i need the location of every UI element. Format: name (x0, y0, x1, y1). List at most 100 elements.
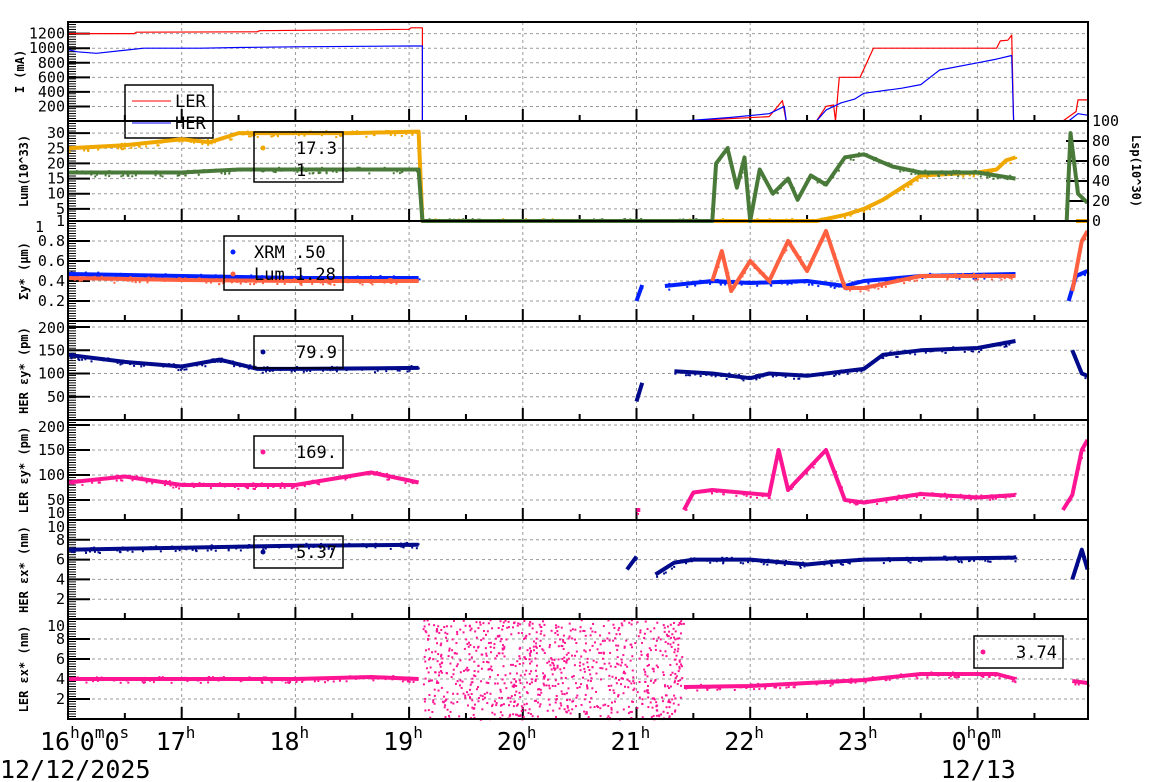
data-point (665, 706, 668, 709)
data-point (133, 273, 136, 276)
x-tick-label: 16h0m0s (40, 723, 129, 756)
data-point (163, 547, 166, 550)
data-point (930, 673, 933, 676)
data-point (848, 562, 851, 565)
data-point (528, 624, 531, 627)
data-point (967, 560, 970, 563)
data-point (590, 697, 593, 700)
data-point (412, 680, 415, 683)
data-point (485, 654, 488, 657)
data-point (254, 544, 257, 547)
data-point (536, 715, 539, 718)
y-tick-label: 50 (47, 388, 65, 406)
data-point (100, 172, 103, 175)
data-point (611, 701, 614, 704)
data-point (93, 546, 96, 549)
data-point (224, 172, 227, 175)
data-point (673, 565, 676, 568)
data-point (297, 167, 300, 170)
data-point (251, 134, 254, 137)
data-point (785, 178, 788, 181)
data-point (962, 273, 965, 276)
data-point (701, 280, 704, 283)
data-point (1004, 177, 1007, 180)
data-point (561, 657, 564, 660)
data-point (780, 282, 783, 285)
data-point (399, 542, 402, 545)
data-point (856, 679, 859, 682)
data-point (327, 547, 330, 550)
data-point (459, 659, 462, 662)
data-point (662, 710, 665, 713)
data-point (383, 166, 386, 169)
data-point (595, 661, 598, 664)
data-point (102, 548, 105, 551)
data-point (501, 678, 504, 681)
data-point (931, 350, 934, 353)
data-point (385, 370, 388, 373)
data-point (76, 676, 79, 679)
data-point (84, 677, 87, 680)
data-point (254, 281, 257, 284)
data-point (398, 172, 401, 175)
data-point (617, 693, 620, 696)
data-point (622, 708, 625, 711)
data-point (179, 368, 182, 371)
data-point (272, 170, 275, 173)
data-point (401, 545, 404, 548)
data-point (211, 360, 214, 363)
data-point (434, 637, 437, 640)
data-point (199, 677, 202, 680)
data-point (344, 367, 347, 370)
data-point (620, 677, 623, 680)
data-point (705, 281, 708, 284)
data-point (459, 671, 462, 674)
data-point (109, 172, 112, 175)
data-point (181, 274, 184, 277)
data-point (636, 298, 639, 301)
data-point (727, 151, 730, 154)
data-point (309, 370, 312, 373)
data-point (519, 682, 522, 685)
data-point (763, 272, 766, 275)
data-point (502, 644, 505, 647)
data-point (972, 277, 975, 280)
data-point (523, 703, 526, 706)
data-point (468, 658, 471, 661)
data-point (803, 565, 806, 568)
data-point (139, 678, 142, 681)
data-point (760, 561, 763, 564)
data-point (773, 686, 776, 689)
data-point (885, 354, 888, 357)
data-point (628, 680, 631, 683)
series-line (710, 229, 1016, 293)
data-point (482, 637, 485, 640)
data-point (652, 714, 655, 717)
data-point (586, 661, 589, 664)
data-point (472, 707, 475, 710)
data-point (879, 159, 882, 162)
data-point (100, 275, 103, 278)
data-point (662, 700, 665, 703)
data-point (486, 702, 489, 705)
data-point (423, 625, 426, 628)
data-point (998, 673, 1001, 676)
data-point (449, 662, 452, 665)
data-point (516, 703, 519, 706)
data-point (638, 696, 641, 699)
data-point (1074, 681, 1077, 684)
data-point (684, 560, 687, 563)
data-point (269, 677, 272, 680)
data-point (411, 546, 414, 549)
data-point (632, 689, 635, 692)
data-point (192, 141, 195, 144)
data-point (241, 679, 244, 682)
data-point (331, 365, 334, 368)
data-point (674, 658, 677, 661)
series-1 (67, 129, 1090, 223)
data-point (406, 541, 409, 544)
data-point (216, 279, 219, 282)
data-point (122, 174, 125, 177)
data-point (724, 283, 727, 286)
